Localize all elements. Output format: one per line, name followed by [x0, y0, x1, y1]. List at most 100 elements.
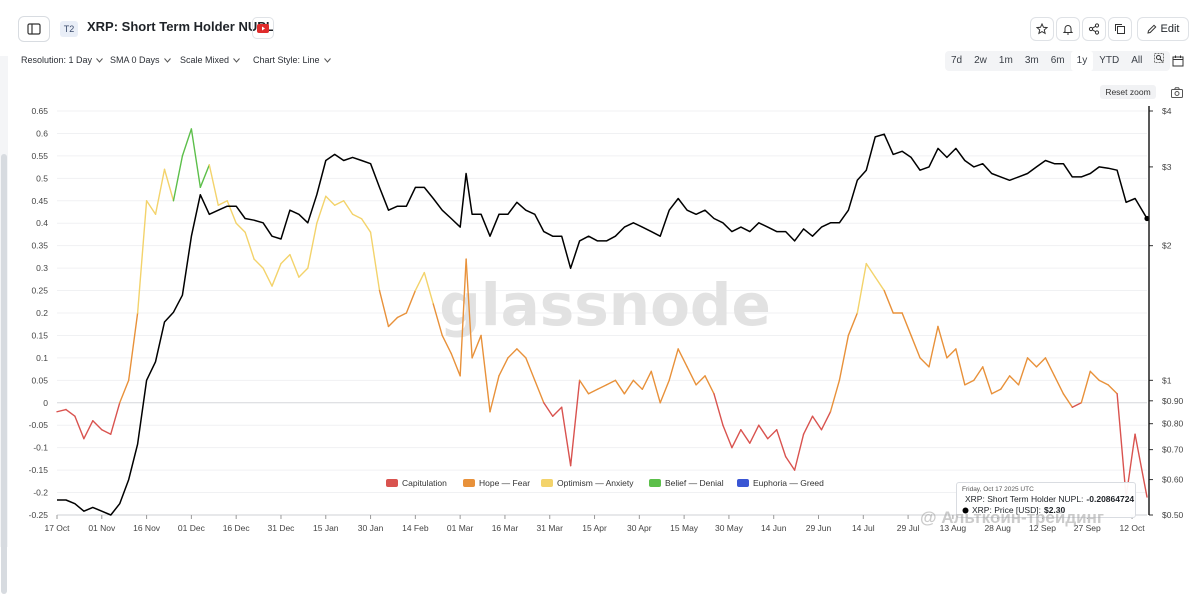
calendar-icon — [1172, 55, 1184, 67]
swatch — [463, 479, 475, 487]
range-7d[interactable]: 7d — [951, 55, 963, 66]
range-all[interactable]: All — [1131, 55, 1143, 66]
range-6m[interactable]: 6m — [1050, 55, 1065, 66]
nupl-segment — [154, 168, 166, 215]
nupl-segment — [387, 316, 399, 328]
nupl-segment — [316, 195, 327, 224]
nupl-segment — [928, 325, 939, 368]
nupl-segment — [92, 420, 103, 431]
right-tick-label: $4 — [1162, 106, 1172, 116]
nupl-segment — [964, 379, 975, 386]
nupl-segment — [119, 379, 130, 404]
nupl-segment — [471, 334, 482, 359]
nupl-segment — [605, 379, 617, 386]
y-tick-label: 0.55 — [31, 151, 48, 161]
nupl-segment — [569, 379, 581, 467]
corner-watermark: @ Альткоин-трейдинг — [920, 508, 1104, 527]
edit-button[interactable]: Edit — [1137, 17, 1189, 41]
nupl-segment — [686, 366, 697, 386]
nupl-segment — [110, 402, 121, 435]
nupl-segment — [459, 258, 467, 377]
nupl-segment — [489, 375, 500, 413]
chart-style-dropdown[interactable]: Chart Style: Line — [253, 55, 331, 65]
y-tick-label: 0.6 — [36, 128, 48, 138]
nupl-segment — [991, 388, 1002, 395]
favorite-button[interactable] — [1030, 17, 1054, 41]
legend-hope-fear[interactable]: Hope — Fear — [463, 478, 530, 488]
price-line — [57, 133, 1148, 516]
nupl-segment — [632, 379, 644, 391]
nupl-segment — [552, 406, 563, 417]
swatch — [649, 479, 661, 487]
page-scrollbar[interactable] — [0, 56, 8, 594]
legend-optimism-anxiety[interactable]: Optimism — Anxiety — [541, 478, 634, 488]
y-tick-label: -0.15 — [29, 465, 49, 475]
reset-zoom-button[interactable]: Reset zoom — [1100, 85, 1156, 99]
range-3m[interactable]: 3m — [1024, 55, 1039, 66]
nupl-segment — [623, 379, 635, 395]
range-1y[interactable]: 1y — [1070, 51, 1094, 71]
x-tick-label: 15 Jan — [313, 523, 339, 533]
legend-capitulation[interactable]: Capitulation — [386, 478, 447, 488]
y-tick-label: -0.25 — [29, 510, 49, 520]
nupl-segment — [360, 218, 372, 233]
range-ytd[interactable]: YTD — [1099, 55, 1120, 66]
nupl-segment — [784, 455, 796, 471]
nupl-segment — [1053, 375, 1065, 395]
resolution-dropdown[interactable]: Resolution: 1 Day — [21, 55, 103, 65]
nupl-segment — [405, 289, 417, 314]
nupl-segment — [973, 366, 984, 382]
scrollbar-thumb[interactable] — [1, 154, 7, 594]
nupl-segment — [101, 429, 112, 435]
nupl-segment — [145, 200, 157, 215]
nupl-segment — [208, 164, 219, 206]
nupl-segment — [758, 424, 769, 440]
x-tick-label: 27 Sep — [1074, 523, 1101, 533]
legend-euphoria-greed[interactable]: Euphoria — Greed — [737, 478, 824, 488]
nupl-segment — [262, 267, 273, 287]
x-tick-label: 29 Jun — [806, 523, 832, 533]
copy-button[interactable] — [1108, 17, 1132, 41]
chevron-down-icon — [96, 57, 103, 63]
tooltip-price-marker — [962, 507, 969, 514]
chart-style-label: Chart Style: Line — [253, 55, 320, 65]
scale-dropdown[interactable]: Scale Mixed — [180, 55, 240, 65]
nupl-series — [56, 128, 1148, 498]
nupl-segment — [731, 429, 742, 449]
nupl-segment — [650, 370, 661, 404]
y-tick-label: 0.35 — [31, 241, 48, 251]
nupl-segment — [325, 195, 336, 206]
nupl-segment — [465, 258, 473, 359]
nupl-segment — [901, 312, 912, 337]
x-tick-label: 16 Mar — [492, 523, 519, 533]
nupl-segment — [874, 276, 885, 292]
alert-button[interactable] — [1056, 17, 1080, 41]
nupl-segment — [1080, 370, 1091, 404]
youtube-button[interactable] — [252, 17, 274, 39]
nupl-segment — [704, 375, 715, 395]
y-tick-label: 0.5 — [36, 173, 48, 183]
nupl-segment — [713, 393, 724, 426]
zoom-search-button[interactable] — [1148, 51, 1170, 71]
date-picker-button[interactable] — [1168, 51, 1188, 71]
range-2w[interactable]: 2w — [974, 55, 987, 66]
legend-belief-denial[interactable]: Belief — Denial — [649, 478, 724, 488]
x-tick-label: 31 Mar — [537, 523, 564, 533]
scale-label: Scale Mixed — [180, 55, 230, 65]
nupl-segment — [298, 267, 309, 278]
range-1m[interactable]: 1m — [998, 55, 1013, 66]
nupl-segment — [820, 411, 832, 431]
nupl-segment — [414, 271, 426, 292]
youtube-icon — [257, 23, 269, 33]
nupl-segment — [919, 357, 930, 368]
share-button[interactable] — [1082, 17, 1106, 41]
nupl-segment — [955, 348, 966, 386]
nupl-segment — [1116, 393, 1127, 498]
nupl-segment — [1098, 379, 1109, 386]
nupl-segment — [56, 408, 67, 413]
sma-dropdown[interactable]: SMA 0 Days — [110, 55, 171, 65]
sidebar-toggle-button[interactable] — [18, 16, 50, 42]
right-tick-label: $0.50 — [1162, 510, 1184, 520]
screenshot-button[interactable] — [1171, 85, 1185, 99]
nupl-segment — [83, 420, 94, 440]
